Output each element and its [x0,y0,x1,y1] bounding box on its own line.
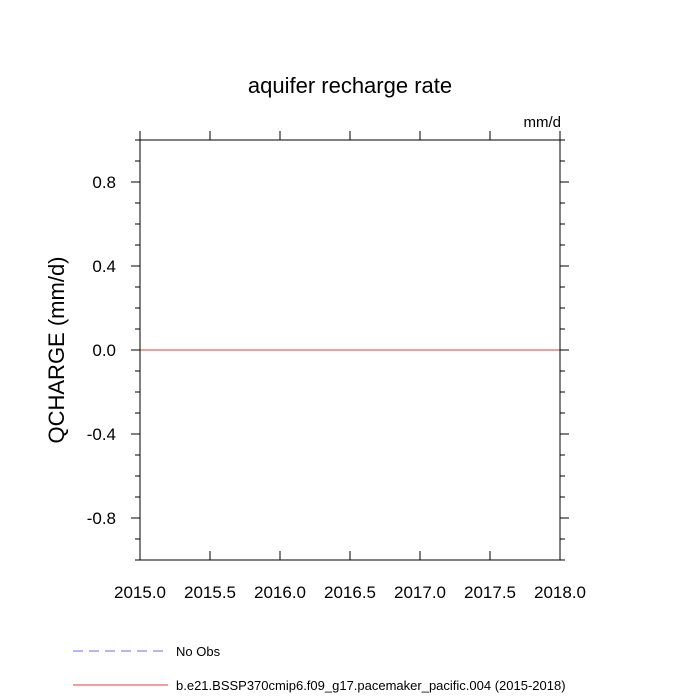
y-axis-label: QCHARGE (mm/d) [44,257,69,444]
y-tick-label: 0.0 [92,341,116,360]
chart-title: aquifer recharge rate [248,73,452,98]
y-tick-label: -0.8 [87,509,116,528]
x-tick-label: 2018.0 [534,583,586,602]
x-tick-label: 2016.5 [324,583,376,602]
x-tick-label: 2017.5 [464,583,516,602]
y-tick-label: 0.8 [92,173,116,192]
x-tick-label: 2017.0 [394,583,446,602]
ticks-layer: 2015.0 2015.5 2016.0 2016.5 2017.0 2017.5 2018… [87,131,586,602]
y-tick-label: 0.4 [92,257,116,276]
x-tick-label: 2016.0 [254,583,306,602]
legend: No Obs b.e21.BSSP370cmip6.f09_g17.pacemak… [73,644,566,693]
x-tick-label: 2015.0 [114,583,166,602]
x-tick-label: 2015.5 [184,583,236,602]
legend-label: No Obs [176,644,221,659]
units-label: mm/d [524,114,562,131]
y-tick-label: -0.4 [87,425,116,444]
legend-label: b.e21.BSSP370cmip6.f09_g17.pacemaker_pac… [176,678,566,693]
